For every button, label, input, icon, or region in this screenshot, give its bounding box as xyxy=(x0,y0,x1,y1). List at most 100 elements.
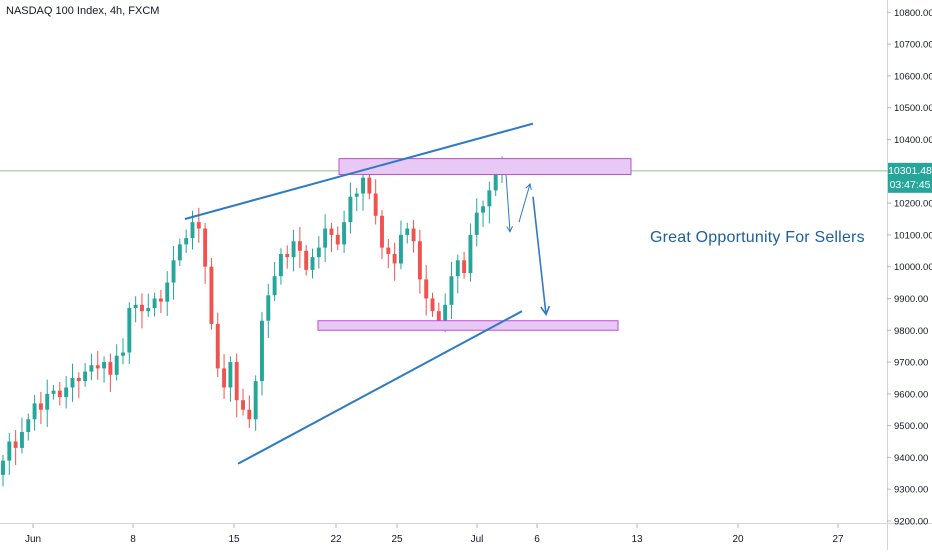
price-axis-label: 9900.00 xyxy=(894,294,928,305)
projection-arrow-head xyxy=(506,226,513,233)
candle-body[interactable] xyxy=(462,260,467,274)
candle-body[interactable] xyxy=(95,365,100,369)
candle-body[interactable] xyxy=(443,304,448,321)
projection-arrow-line[interactable] xyxy=(518,183,531,223)
candle-body[interactable] xyxy=(121,352,125,356)
candle-body[interactable] xyxy=(436,311,441,321)
candle-body[interactable] xyxy=(127,308,132,353)
candle-body[interactable] xyxy=(291,241,296,258)
candle-body[interactable] xyxy=(26,419,31,432)
annotation-text[interactable]: Great Opportunity For Sellers xyxy=(650,229,865,246)
candle-body[interactable] xyxy=(114,355,119,375)
candle-body[interactable] xyxy=(184,238,189,245)
candle-body[interactable] xyxy=(304,250,309,270)
candle-body[interactable] xyxy=(285,253,290,258)
candle-body[interactable] xyxy=(196,222,201,229)
candle-body[interactable] xyxy=(1,460,5,475)
candle-body[interactable] xyxy=(152,298,157,309)
candle-body[interactable] xyxy=(278,253,283,277)
candle-body[interactable] xyxy=(70,377,75,388)
candle-body[interactable] xyxy=(241,400,245,410)
candle-body[interactable] xyxy=(209,266,214,324)
lower-trendline[interactable] xyxy=(237,310,523,465)
candle-body[interactable] xyxy=(32,403,37,420)
candle-body[interactable] xyxy=(165,282,170,302)
candle-body[interactable] xyxy=(203,228,208,267)
candle-body[interactable] xyxy=(51,390,56,394)
candle-body[interactable] xyxy=(386,247,391,254)
candle-body[interactable] xyxy=(57,390,62,398)
projection-arrow-line[interactable] xyxy=(505,174,511,232)
candle-body[interactable] xyxy=(102,362,107,369)
candle-body[interactable] xyxy=(449,276,454,305)
price-tag-bg xyxy=(888,162,932,193)
candle-body[interactable] xyxy=(297,241,302,251)
candle-body[interactable] xyxy=(367,177,372,194)
candle-body[interactable] xyxy=(38,403,43,410)
candle-body[interactable] xyxy=(171,260,176,283)
candle-body[interactable] xyxy=(380,215,384,248)
price-axis-label: 10800.00 xyxy=(894,8,932,19)
candle-body[interactable] xyxy=(215,323,220,369)
candle-body[interactable] xyxy=(272,276,277,296)
candle-body[interactable] xyxy=(424,279,429,299)
candle-body[interactable] xyxy=(348,196,353,223)
candle-body[interactable] xyxy=(45,393,50,410)
projection-arrow-line[interactable] xyxy=(532,196,547,315)
time-axis[interactable]: Jun 8 15 22 25 Jul 6 13 20 27 xyxy=(25,524,844,545)
resistance-zone[interactable] xyxy=(338,158,632,175)
candle-body[interactable] xyxy=(83,371,88,382)
candle-body[interactable] xyxy=(222,368,227,388)
price-axis-label: 9600.00 xyxy=(894,389,928,400)
candle-body[interactable] xyxy=(76,377,81,382)
candle-body[interactable] xyxy=(493,174,498,191)
candle-body[interactable] xyxy=(260,320,264,382)
candle-body[interactable] xyxy=(133,304,138,309)
candle-body[interactable] xyxy=(247,409,252,420)
candle-body[interactable] xyxy=(417,241,422,280)
candle-body[interactable] xyxy=(373,193,378,216)
candle-body[interactable] xyxy=(335,234,340,245)
candle-body[interactable] xyxy=(316,247,321,258)
price-axis-label: 10700.00 xyxy=(894,40,932,51)
candle-body[interactable] xyxy=(468,234,473,274)
candle-body[interactable] xyxy=(474,212,479,235)
candle-body[interactable] xyxy=(146,308,151,312)
candle-body[interactable] xyxy=(108,362,113,375)
candle-body[interactable] xyxy=(342,222,347,245)
price-axis[interactable]: 9200.00 9300.00 9400.00 9500.00 9600.00 9700.… xyxy=(887,8,932,528)
candle-body[interactable] xyxy=(411,228,416,242)
candle-body[interactable] xyxy=(310,257,315,270)
support-zone[interactable] xyxy=(317,320,619,331)
candle-body[interactable] xyxy=(13,441,18,448)
candle-body[interactable] xyxy=(487,190,492,207)
candle-body[interactable] xyxy=(253,381,258,420)
candle-body[interactable] xyxy=(234,362,239,401)
candle-body[interactable] xyxy=(228,362,233,388)
upper-trendline[interactable] xyxy=(184,122,534,220)
time-axis-label: 8 xyxy=(130,534,136,545)
candle-body[interactable] xyxy=(190,222,195,239)
candle-body[interactable] xyxy=(481,206,486,213)
candle-body[interactable] xyxy=(354,193,359,197)
candle-body[interactable] xyxy=(89,365,94,372)
candle-body[interactable] xyxy=(266,295,271,321)
candle-body[interactable] xyxy=(19,431,24,448)
candle-body[interactable] xyxy=(430,298,435,312)
candle-body[interactable] xyxy=(177,244,182,261)
candle-body[interactable] xyxy=(398,234,403,264)
last-price-label[interactable]: 10301.48 03:47:45 xyxy=(888,162,932,193)
drawings-group xyxy=(184,122,632,465)
candle-body[interactable] xyxy=(7,441,12,461)
candle-body[interactable] xyxy=(455,260,460,277)
candle-body[interactable] xyxy=(361,177,365,194)
candle-body[interactable] xyxy=(329,228,334,235)
candle-body[interactable] xyxy=(64,387,69,398)
candle-body[interactable] xyxy=(158,298,163,302)
candle-body[interactable] xyxy=(140,304,144,312)
candle-body[interactable] xyxy=(392,253,397,264)
candle-body[interactable] xyxy=(323,228,328,248)
candle-body[interactable] xyxy=(405,228,410,235)
